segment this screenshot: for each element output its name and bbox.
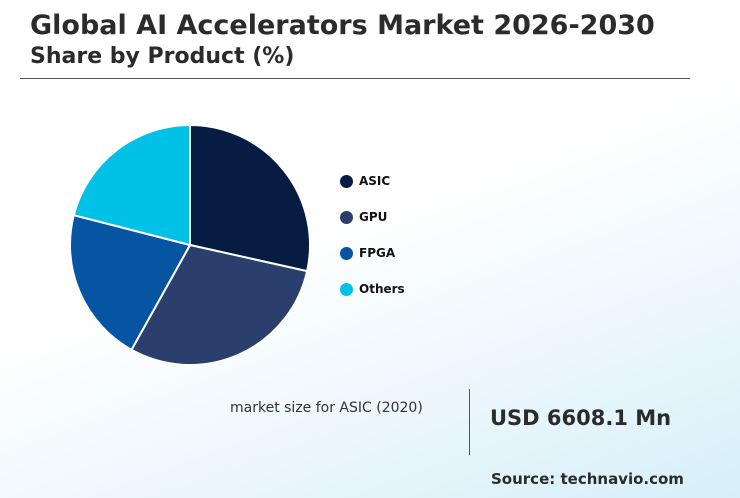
legend-item-gpu: GPU bbox=[340, 208, 405, 226]
kpi-divider bbox=[469, 389, 470, 455]
legend-item-others: Others bbox=[340, 280, 405, 298]
pie-slice-gpu bbox=[130, 243, 309, 366]
kpi-value: USD 6608.1 Mn bbox=[490, 406, 672, 430]
chart-subtitle: Share by Product (%) bbox=[30, 44, 295, 69]
legend-label: Others bbox=[359, 282, 405, 296]
pie-slice-asic bbox=[189, 123, 311, 273]
legend-swatch bbox=[340, 282, 353, 296]
legend-label: FPGA bbox=[359, 246, 396, 260]
pie-slice-others bbox=[72, 123, 191, 247]
header-divider bbox=[20, 78, 690, 79]
source-credit: Source: technavio.com bbox=[491, 470, 684, 488]
legend-item-asic: ASIC bbox=[340, 172, 405, 190]
legend-label: ASIC bbox=[359, 174, 391, 188]
pie-slice-fpga bbox=[69, 213, 192, 352]
chart-title: Global AI Accelerators Market 2026-2030 bbox=[30, 10, 655, 41]
legend-swatch bbox=[340, 246, 353, 260]
legend-swatch bbox=[340, 174, 353, 188]
legend-swatch bbox=[340, 210, 353, 224]
kpi-label: market size for ASIC (2020) bbox=[230, 400, 423, 416]
legend-label: GPU bbox=[359, 210, 388, 224]
chart-legend: ASIC GPU FPGA Others bbox=[340, 172, 405, 316]
legend-item-fpga: FPGA bbox=[340, 244, 405, 262]
